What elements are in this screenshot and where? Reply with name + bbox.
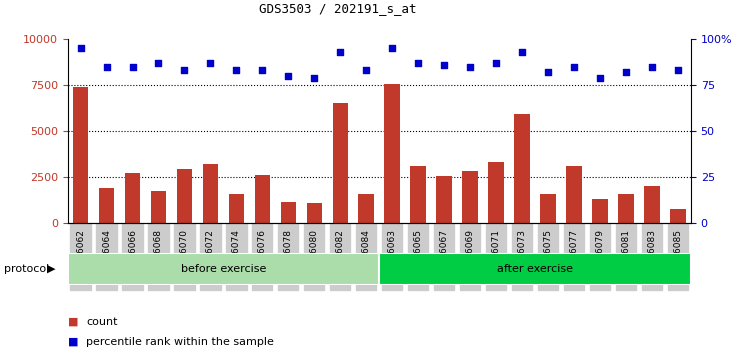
Point bbox=[386, 45, 398, 51]
Point bbox=[542, 69, 554, 75]
Bar bbox=[281, 202, 296, 223]
Text: percentile rank within the sample: percentile rank within the sample bbox=[86, 337, 274, 347]
Point bbox=[568, 64, 580, 69]
Bar bbox=[99, 188, 114, 223]
Point bbox=[179, 67, 191, 73]
Bar bbox=[593, 199, 608, 223]
Bar bbox=[618, 194, 634, 223]
Point bbox=[412, 60, 424, 66]
Text: before exercise: before exercise bbox=[181, 264, 266, 274]
Text: ▶: ▶ bbox=[47, 264, 55, 274]
Bar bbox=[306, 203, 322, 223]
Point bbox=[620, 69, 632, 75]
Bar bbox=[463, 171, 478, 223]
Point bbox=[231, 67, 243, 73]
Bar bbox=[436, 176, 452, 223]
Bar bbox=[540, 194, 556, 223]
Bar bbox=[514, 114, 530, 223]
Bar bbox=[379, 253, 691, 285]
Point bbox=[464, 64, 476, 69]
Bar bbox=[203, 164, 219, 223]
Point bbox=[646, 64, 658, 69]
Text: GDS3503 / 202191_s_at: GDS3503 / 202191_s_at bbox=[259, 2, 417, 15]
Point bbox=[282, 73, 294, 79]
Bar bbox=[68, 253, 379, 285]
Bar bbox=[73, 87, 89, 223]
Text: protocol: protocol bbox=[4, 264, 49, 274]
Text: ■: ■ bbox=[68, 337, 78, 347]
Point bbox=[74, 45, 86, 51]
Point bbox=[594, 75, 606, 80]
Point bbox=[516, 49, 528, 55]
Point bbox=[334, 49, 346, 55]
Text: after exercise: after exercise bbox=[497, 264, 573, 274]
Bar bbox=[410, 166, 426, 223]
Point bbox=[672, 67, 684, 73]
Bar bbox=[644, 186, 659, 223]
Bar bbox=[151, 191, 166, 223]
Bar bbox=[333, 103, 348, 223]
Point bbox=[360, 67, 372, 73]
Point bbox=[204, 60, 216, 66]
Bar bbox=[566, 166, 582, 223]
Text: ■: ■ bbox=[68, 317, 78, 327]
Bar bbox=[228, 194, 244, 223]
Point bbox=[256, 67, 268, 73]
Bar bbox=[255, 175, 270, 223]
Bar bbox=[125, 173, 140, 223]
Point bbox=[490, 60, 502, 66]
Bar bbox=[385, 84, 400, 223]
Point bbox=[309, 75, 321, 80]
Bar bbox=[176, 169, 192, 223]
Point bbox=[438, 62, 450, 68]
Point bbox=[152, 60, 164, 66]
Point bbox=[126, 64, 138, 69]
Bar bbox=[358, 194, 374, 223]
Bar bbox=[488, 162, 504, 223]
Point bbox=[101, 64, 113, 69]
Bar bbox=[670, 209, 686, 223]
Text: count: count bbox=[86, 317, 118, 327]
